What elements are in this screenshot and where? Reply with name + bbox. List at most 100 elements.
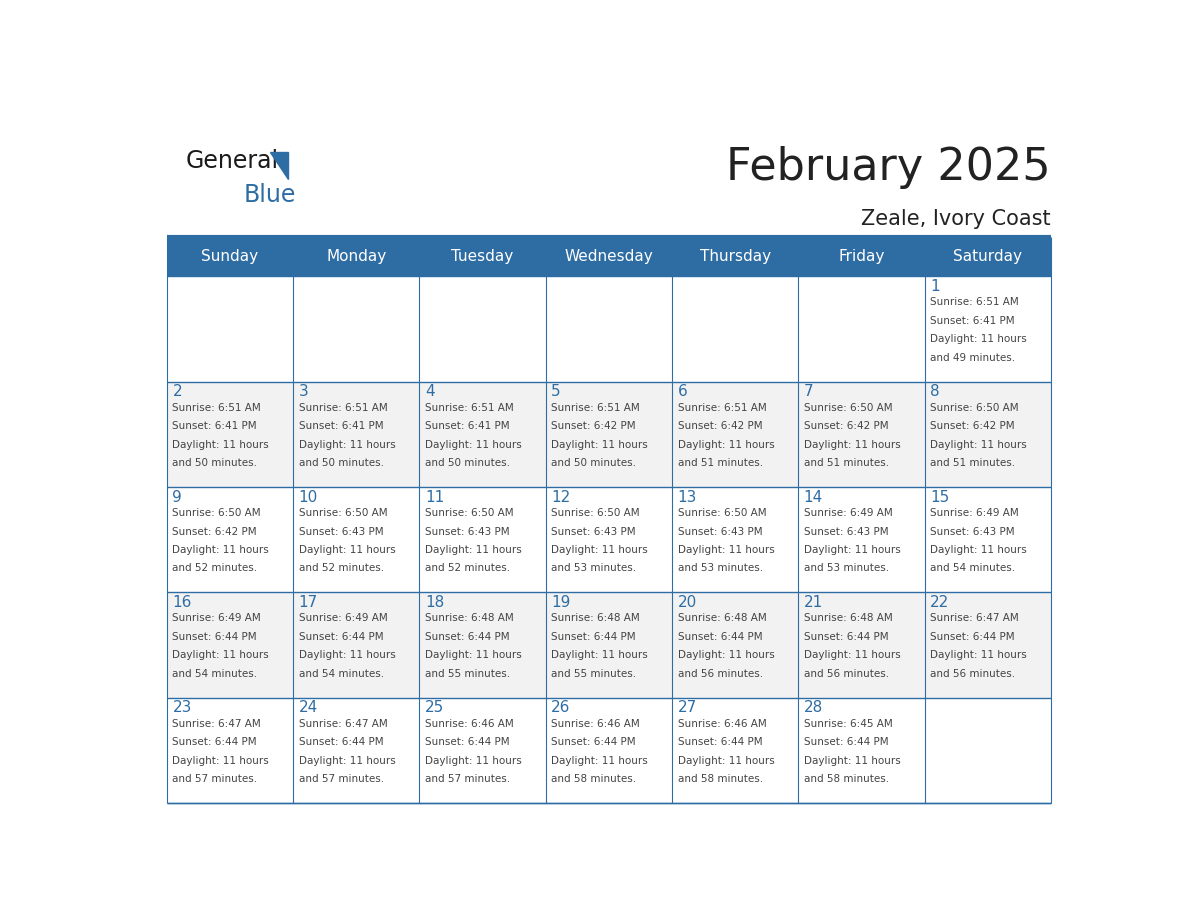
Text: Sunrise: 6:48 AM: Sunrise: 6:48 AM (425, 613, 513, 623)
Text: and 57 minutes.: and 57 minutes. (425, 774, 510, 784)
Text: and 53 minutes.: and 53 minutes. (804, 564, 889, 574)
Text: and 54 minutes.: and 54 minutes. (930, 564, 1016, 574)
Text: Sunset: 6:44 PM: Sunset: 6:44 PM (930, 632, 1015, 642)
Text: Daylight: 11 hours: Daylight: 11 hours (298, 756, 396, 766)
Bar (419, 238, 545, 276)
Text: and 52 minutes.: and 52 minutes. (425, 564, 510, 574)
Text: Daylight: 11 hours: Daylight: 11 hours (298, 440, 396, 450)
Text: Sunrise: 6:47 AM: Sunrise: 6:47 AM (930, 613, 1019, 623)
Text: Daylight: 11 hours: Daylight: 11 hours (172, 440, 270, 450)
Text: 7: 7 (804, 385, 814, 399)
Text: Daylight: 11 hours: Daylight: 11 hours (551, 440, 647, 450)
Text: Sunrise: 6:46 AM: Sunrise: 6:46 AM (677, 719, 766, 729)
Text: Sunset: 6:42 PM: Sunset: 6:42 PM (677, 421, 763, 431)
Text: Sunrise: 6:51 AM: Sunrise: 6:51 AM (677, 403, 766, 413)
Text: Daylight: 11 hours: Daylight: 11 hours (551, 650, 647, 660)
Text: Sunrise: 6:50 AM: Sunrise: 6:50 AM (551, 509, 640, 518)
Bar (419, 698, 545, 803)
Bar (293, 698, 419, 803)
Bar (293, 592, 419, 698)
Bar (293, 382, 419, 487)
Text: Sunrise: 6:47 AM: Sunrise: 6:47 AM (298, 719, 387, 729)
Text: Daylight: 11 hours: Daylight: 11 hours (930, 650, 1026, 660)
Text: Sunset: 6:43 PM: Sunset: 6:43 PM (298, 527, 384, 536)
Text: Daylight: 11 hours: Daylight: 11 hours (677, 650, 775, 660)
Text: Sunrise: 6:50 AM: Sunrise: 6:50 AM (930, 403, 1018, 413)
Text: Daylight: 11 hours: Daylight: 11 hours (425, 440, 522, 450)
Text: and 50 minutes.: and 50 minutes. (425, 458, 510, 468)
Text: Sunrise: 6:51 AM: Sunrise: 6:51 AM (298, 403, 387, 413)
Text: Daylight: 11 hours: Daylight: 11 hours (804, 440, 901, 450)
Text: Sunset: 6:43 PM: Sunset: 6:43 PM (425, 527, 510, 536)
Text: Saturday: Saturday (953, 250, 1022, 264)
Text: and 56 minutes.: and 56 minutes. (804, 668, 889, 678)
Bar (166, 382, 293, 487)
Text: and 52 minutes.: and 52 minutes. (298, 564, 384, 574)
Text: and 53 minutes.: and 53 minutes. (551, 564, 637, 574)
Text: Sunrise: 6:49 AM: Sunrise: 6:49 AM (172, 613, 261, 623)
Text: 10: 10 (298, 489, 318, 505)
Text: Sunset: 6:42 PM: Sunset: 6:42 PM (172, 527, 257, 536)
Text: Daylight: 11 hours: Daylight: 11 hours (298, 650, 396, 660)
Text: 3: 3 (298, 385, 309, 399)
Text: 4: 4 (425, 385, 435, 399)
Text: Sunrise: 6:45 AM: Sunrise: 6:45 AM (804, 719, 892, 729)
Text: Sunset: 6:42 PM: Sunset: 6:42 PM (930, 421, 1015, 431)
Text: Sunset: 6:44 PM: Sunset: 6:44 PM (172, 632, 257, 642)
Text: Sunrise: 6:51 AM: Sunrise: 6:51 AM (930, 297, 1019, 308)
Text: Sunset: 6:44 PM: Sunset: 6:44 PM (551, 632, 636, 642)
Bar (672, 238, 798, 276)
Text: 6: 6 (677, 385, 687, 399)
Bar (924, 592, 1051, 698)
Bar (798, 592, 924, 698)
Text: and 54 minutes.: and 54 minutes. (298, 668, 384, 678)
Bar (924, 276, 1051, 382)
Text: Daylight: 11 hours: Daylight: 11 hours (804, 650, 901, 660)
Text: Daylight: 11 hours: Daylight: 11 hours (425, 650, 522, 660)
Text: and 56 minutes.: and 56 minutes. (930, 668, 1016, 678)
Text: 28: 28 (804, 700, 823, 715)
Text: and 50 minutes.: and 50 minutes. (172, 458, 258, 468)
Bar (545, 698, 672, 803)
Text: Wednesday: Wednesday (564, 250, 653, 264)
Text: and 58 minutes.: and 58 minutes. (804, 774, 889, 784)
Text: 15: 15 (930, 489, 949, 505)
Text: 19: 19 (551, 595, 570, 610)
Text: Daylight: 11 hours: Daylight: 11 hours (172, 545, 270, 555)
Text: Sunrise: 6:49 AM: Sunrise: 6:49 AM (298, 613, 387, 623)
Text: Daylight: 11 hours: Daylight: 11 hours (172, 650, 270, 660)
Text: Sunrise: 6:49 AM: Sunrise: 6:49 AM (804, 509, 892, 518)
Text: 5: 5 (551, 385, 561, 399)
Text: 20: 20 (677, 595, 696, 610)
Text: Sunset: 6:41 PM: Sunset: 6:41 PM (425, 421, 510, 431)
Text: Daylight: 11 hours: Daylight: 11 hours (551, 545, 647, 555)
Bar (419, 487, 545, 592)
Bar (798, 382, 924, 487)
Bar (672, 592, 798, 698)
Bar (798, 238, 924, 276)
Bar (293, 276, 419, 382)
Bar (672, 382, 798, 487)
Text: 24: 24 (298, 700, 318, 715)
Bar (545, 382, 672, 487)
Text: Sunrise: 6:46 AM: Sunrise: 6:46 AM (551, 719, 640, 729)
Bar (545, 276, 672, 382)
Bar (798, 276, 924, 382)
Text: 21: 21 (804, 595, 823, 610)
Text: Sunset: 6:44 PM: Sunset: 6:44 PM (425, 737, 510, 747)
Text: Sunrise: 6:50 AM: Sunrise: 6:50 AM (677, 509, 766, 518)
Bar (545, 592, 672, 698)
Text: Daylight: 11 hours: Daylight: 11 hours (677, 756, 775, 766)
Text: Sunrise: 6:51 AM: Sunrise: 6:51 AM (425, 403, 513, 413)
Text: Daylight: 11 hours: Daylight: 11 hours (298, 545, 396, 555)
Bar (419, 592, 545, 698)
Text: 1: 1 (930, 279, 940, 294)
Text: Daylight: 11 hours: Daylight: 11 hours (172, 756, 270, 766)
Text: and 58 minutes.: and 58 minutes. (677, 774, 763, 784)
Text: Sunrise: 6:46 AM: Sunrise: 6:46 AM (425, 719, 513, 729)
Text: February 2025: February 2025 (726, 145, 1051, 188)
Text: Sunset: 6:42 PM: Sunset: 6:42 PM (804, 421, 889, 431)
Text: 8: 8 (930, 385, 940, 399)
Text: and 56 minutes.: and 56 minutes. (677, 668, 763, 678)
Bar (924, 238, 1051, 276)
